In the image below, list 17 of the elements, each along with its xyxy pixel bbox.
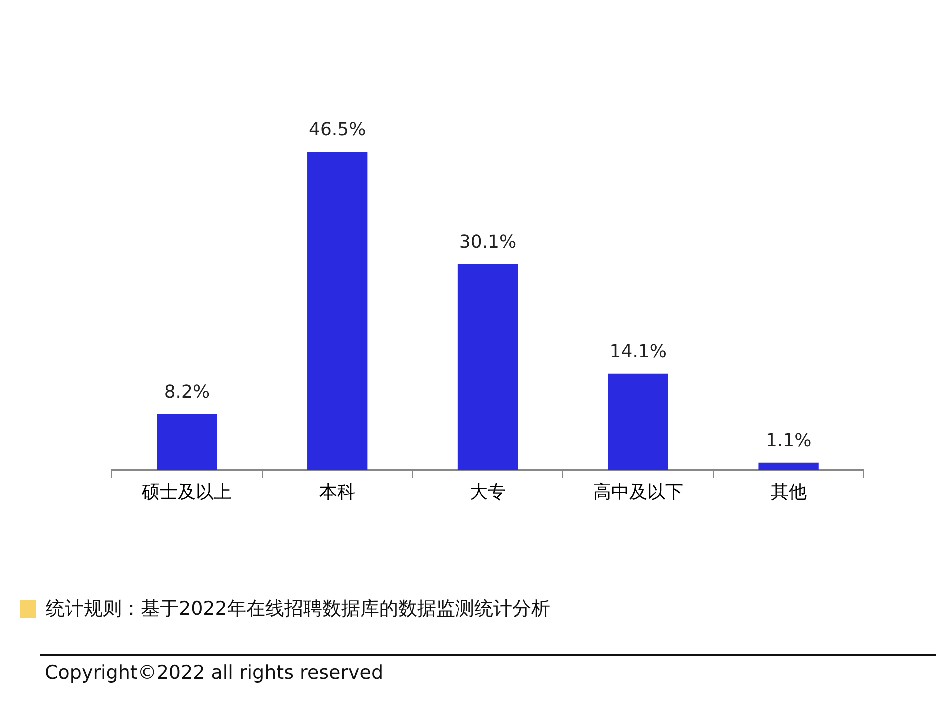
bar <box>308 152 368 470</box>
x-tick-label: 大专 <box>470 482 506 503</box>
x-tick-label: 硕士及以上 <box>141 482 232 503</box>
x-tick-label: 其他 <box>770 482 807 503</box>
data-label: 46.5% <box>309 120 366 141</box>
bar <box>157 414 218 470</box>
text: Copyright©2022 all rights reserved <box>45 662 385 684</box>
x-tick-label: 高中及以下 <box>593 482 684 503</box>
data-label: 1.1% <box>766 430 812 452</box>
data-label: 8.2% <box>164 382 210 403</box>
bar <box>758 462 819 470</box>
bar <box>458 264 518 470</box>
bar <box>608 374 668 470</box>
data-label: 14.1% <box>610 342 667 363</box>
x-tick-label: 本科 <box>320 482 356 503</box>
data-label: 30.1% <box>459 232 517 253</box>
text: 统计规则：基于2022年在线招聘数据库的数据监测统计分析 <box>46 597 550 622</box>
